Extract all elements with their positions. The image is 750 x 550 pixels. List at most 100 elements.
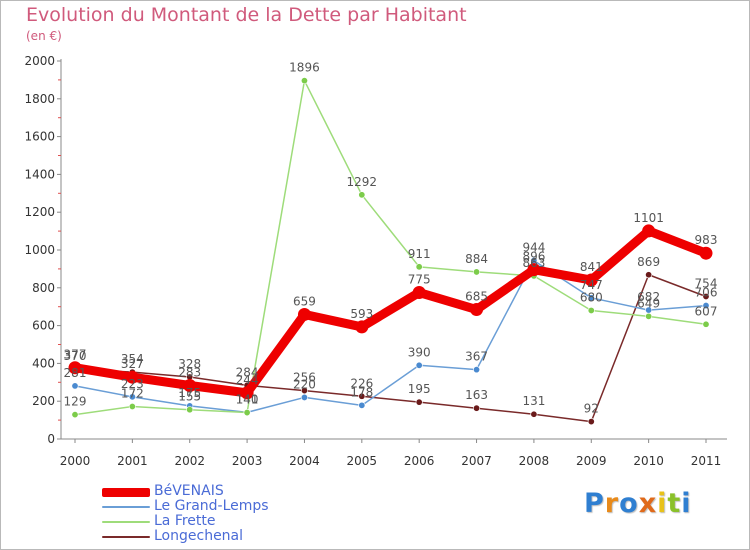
data-point-la-frette xyxy=(358,191,366,199)
data-label-la-frette: 172 xyxy=(121,386,144,400)
data-label-b-venais: 593 xyxy=(350,307,373,321)
logo-letter: x xyxy=(638,488,658,519)
data-label-le-grand-lemps: 281 xyxy=(64,366,87,380)
data-label-b-venais: 659 xyxy=(293,294,316,308)
data-label-longechenal: 256 xyxy=(293,371,316,385)
x-tick-label: 2006 xyxy=(404,454,435,468)
data-label-longechenal: 163 xyxy=(465,388,488,402)
data-label-b-venais: 983 xyxy=(695,233,718,247)
logo-letter: i xyxy=(657,488,668,519)
data-label-la-frette: 607 xyxy=(695,304,718,318)
data-point-la-frette xyxy=(71,411,79,419)
data-point-longechenal xyxy=(415,398,423,406)
y-tick-label: 600 xyxy=(32,319,55,333)
data-label-b-venais: 327 xyxy=(121,357,144,371)
data-point-b-venais xyxy=(412,286,426,300)
legend-label-longechenal: Longechenal xyxy=(154,528,244,544)
x-tick-label: 2011 xyxy=(691,454,722,468)
logo-letter: o xyxy=(619,488,639,519)
data-point-b-venais xyxy=(125,370,139,384)
data-point-b-venais xyxy=(355,320,369,334)
data-point-le-grand-lemps xyxy=(71,382,79,390)
data-label-b-venais: 1101 xyxy=(633,211,664,225)
data-label-la-frette: 863 xyxy=(522,256,545,270)
proxiti-logo: Proxiti xyxy=(584,488,692,519)
data-label-la-frette: 1896 xyxy=(289,61,320,75)
data-point-le-grand-lemps xyxy=(473,366,481,374)
y-tick-label: 0 xyxy=(47,432,55,446)
data-point-la-frette xyxy=(415,263,423,271)
data-point-b-venais xyxy=(584,273,598,287)
x-tick-label: 2009 xyxy=(576,454,607,468)
data-label-la-frette: 649 xyxy=(637,296,660,310)
data-label-b-venais: 896 xyxy=(522,250,545,264)
data-point-b-venais xyxy=(68,361,82,375)
data-label-b-venais: 841 xyxy=(580,260,603,274)
data-point-le-grand-lemps xyxy=(415,361,423,369)
data-label-la-frette: 129 xyxy=(64,395,87,409)
data-label-le-grand-lemps: 175 xyxy=(178,386,201,400)
legend-label-le-grand-lemps: Le Grand-Lemps xyxy=(154,498,269,514)
data-label-longechenal: 869 xyxy=(637,255,660,269)
data-label-le-grand-lemps: 390 xyxy=(408,345,431,359)
data-label-la-frette: 884 xyxy=(465,252,488,266)
data-label-b-venais: 283 xyxy=(178,366,201,380)
legend-swatch-b-venais xyxy=(102,487,150,497)
x-tick-label: 2008 xyxy=(519,454,550,468)
data-point-longechenal xyxy=(358,392,366,400)
series-line-longechenal xyxy=(74,274,707,423)
logo-letter: t xyxy=(667,488,682,519)
data-point-longechenal xyxy=(530,410,538,418)
legend-swatch-longechenal xyxy=(102,536,150,538)
data-point-la-frette xyxy=(243,409,251,417)
data-label-la-frette: 140 xyxy=(236,393,259,407)
data-point-b-venais xyxy=(183,379,197,393)
data-point-b-venais xyxy=(240,386,254,400)
data-point-la-frette xyxy=(186,406,194,414)
series-line-b-venais xyxy=(70,226,711,398)
data-label-la-frette: 680 xyxy=(580,290,603,304)
legend-swatch-le-grand-lemps xyxy=(102,506,150,508)
data-label-longechenal: 754 xyxy=(695,276,718,290)
data-point-le-grand-lemps xyxy=(702,302,710,310)
legend-label-b-venais: BéVENAIS xyxy=(154,483,224,499)
x-tick-label: 2007 xyxy=(461,454,492,468)
series-line-la-frette xyxy=(74,79,707,416)
data-label-longechenal: 226 xyxy=(350,376,373,390)
y-tick-label: 1600 xyxy=(24,130,55,144)
data-label-le-grand-lemps: 944 xyxy=(522,241,545,255)
data-label-le-grand-lemps: 747 xyxy=(580,278,603,292)
data-label-longechenal: 195 xyxy=(408,382,431,396)
data-point-la-frette xyxy=(587,306,595,314)
data-label-le-grand-lemps: 141 xyxy=(236,392,259,406)
data-label-longechenal: 328 xyxy=(178,357,201,371)
data-point-longechenal xyxy=(473,404,481,412)
data-label-le-grand-lemps: 367 xyxy=(465,350,488,364)
x-tick-label: 2000 xyxy=(60,454,91,468)
data-point-longechenal xyxy=(702,292,710,300)
y-tick-label: 1400 xyxy=(24,167,55,181)
data-label-longechenal: 284 xyxy=(236,365,259,379)
data-label-le-grand-lemps: 178 xyxy=(350,385,373,399)
series-line-le-grand-lemps xyxy=(74,259,707,414)
data-point-le-grand-lemps xyxy=(587,294,595,302)
data-point-b-venais xyxy=(642,224,656,238)
data-point-b-venais xyxy=(470,303,484,317)
data-point-b-venais xyxy=(297,307,311,321)
data-label-b-venais: 377 xyxy=(64,348,87,362)
data-point-le-grand-lemps xyxy=(300,393,308,401)
data-label-la-frette: 1292 xyxy=(347,175,378,189)
data-label-le-grand-lemps: 220 xyxy=(293,377,316,391)
legend-label-la-frette: La Frette xyxy=(154,513,216,529)
data-label-le-grand-lemps: 223 xyxy=(121,377,144,391)
data-label-le-grand-lemps: 682 xyxy=(637,290,660,304)
logo-letter: P xyxy=(584,488,605,519)
chart-title: Evolution du Montant de la Dette par Hab… xyxy=(26,4,467,26)
y-tick-label: 1800 xyxy=(24,92,55,106)
data-point-b-venais xyxy=(527,263,541,277)
data-label-longechenal: 131 xyxy=(522,394,545,408)
x-tick-label: 2005 xyxy=(347,454,378,468)
data-label-b-venais: 685 xyxy=(465,290,488,304)
